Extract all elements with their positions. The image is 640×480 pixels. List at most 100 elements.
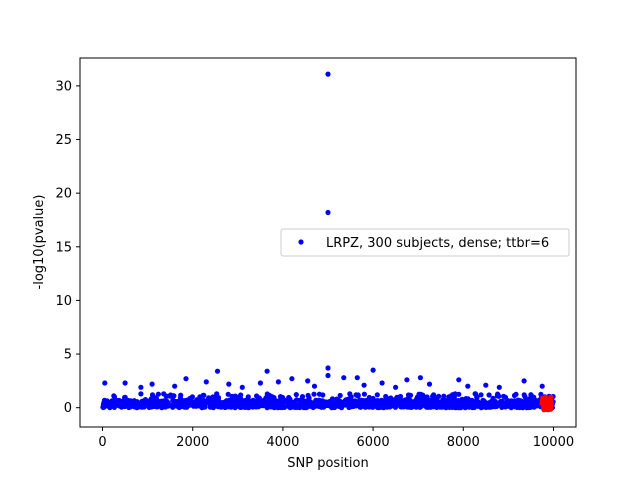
data-point [511,392,518,399]
data-point [282,397,288,403]
data-point [530,398,537,404]
data-point [472,391,479,397]
data-point [331,401,338,407]
data-point [483,382,489,388]
y-tick-label: 5 [64,348,72,363]
data-point [281,404,287,410]
data-point [414,396,420,402]
data-point [305,378,311,384]
data-point [289,376,295,382]
data-point [171,393,177,399]
highlighted-data-point [544,406,550,412]
data-point [102,380,108,386]
data-point [529,393,535,399]
highlighted-data-point [547,397,553,403]
data-point [434,399,440,405]
data-point [119,403,125,410]
data-point [325,365,331,371]
data-point [460,401,466,407]
y-axis-ticks: 0 5 10 15 20 25 30 [55,79,80,416]
data-point [521,399,527,406]
data-point [357,404,363,410]
data-point [189,394,195,400]
x-tick-label: 10000 [533,435,574,450]
data-point [103,402,109,408]
data-point [138,391,144,397]
data-point [301,403,307,409]
data-point [235,403,241,409]
data-point [122,394,128,400]
data-point [487,403,493,409]
y-tick-label: 15 [55,240,72,255]
data-point [539,383,545,389]
data-point [148,397,154,403]
data-point [147,403,154,409]
data-point [342,400,348,406]
data-point [441,398,448,404]
data-point [354,375,360,381]
data-point [299,394,306,400]
data-point [242,400,248,406]
data-point [239,384,245,390]
data-point [141,404,147,410]
data-point [486,392,492,398]
data-point [228,399,234,405]
data-point [254,393,260,399]
data-point [178,403,184,409]
data-point [492,399,498,405]
data-point [291,401,297,407]
data-point [207,402,213,408]
legend: LRPZ, 300 subjects, dense; ttbr=6 [280,228,570,257]
data-points [100,71,556,413]
data-point [121,398,127,404]
data-point [433,403,439,409]
data-point [201,398,207,404]
data-point [226,381,232,387]
data-point [412,401,418,407]
data-point [149,381,155,387]
data-point [271,400,277,406]
data-point [479,404,486,410]
data-point [214,368,221,374]
data-point [507,402,513,408]
legend-marker [298,239,304,245]
data-point [522,403,528,409]
data-point [257,380,263,386]
data-point [373,399,379,405]
data-point [311,383,318,389]
data-point [348,398,354,404]
data-point [200,392,206,398]
data-point [404,377,410,383]
data-point [172,383,178,389]
legend-box [280,228,570,257]
data-point [380,398,386,404]
data-point [193,399,199,405]
data-point [251,402,257,408]
data-point [456,377,462,383]
data-point [447,404,453,410]
data-point [157,398,163,405]
data-point [230,403,236,409]
data-point [214,392,220,398]
data-point [361,382,367,388]
data-point [496,384,502,390]
data-point [394,399,401,405]
data-point [386,403,392,409]
y-tick-label: 25 [55,133,72,148]
data-point [310,404,317,410]
data-point [255,399,261,405]
data-point [514,403,520,409]
data-point [111,393,117,399]
data-point [297,397,303,403]
data-point [341,375,347,381]
data-point [320,404,326,410]
data-point [311,391,317,397]
data-point [199,405,205,411]
data-point [325,71,331,77]
x-axis-label: SNP position [287,456,368,471]
data-point [465,396,471,402]
data-point [327,398,333,404]
data-point [225,391,231,397]
data-point [336,402,343,408]
data-point [404,403,410,409]
